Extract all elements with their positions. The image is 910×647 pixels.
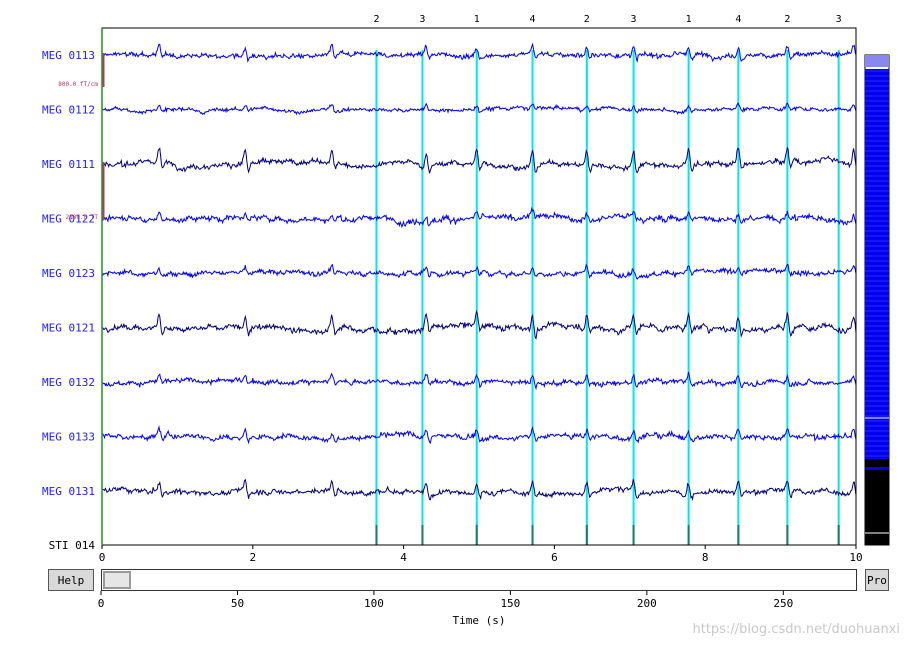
channel-overview-grad xyxy=(865,69,889,459)
overview-tick-label-3: 150 xyxy=(500,597,520,610)
scrollbar-thumb[interactable] xyxy=(103,571,131,589)
channel-label-2: MEG 0111 xyxy=(42,158,95,171)
channel-trace-1 xyxy=(101,102,857,116)
x-tick-label-1: 2 xyxy=(249,551,256,564)
channel-label-5: MEG 0121 xyxy=(42,322,95,335)
channel-label-6: MEG 0132 xyxy=(42,376,95,389)
x-tick-label-2: 4 xyxy=(400,551,407,564)
plot-frame xyxy=(101,27,857,546)
channel-label-3: MEG 0122 xyxy=(42,213,95,226)
event-label-4: 2 xyxy=(584,14,590,25)
event-label-9: 3 xyxy=(836,14,842,25)
scale-label-0: 800.0 fT/cm xyxy=(58,81,98,88)
channel-overview-stim-top xyxy=(865,459,889,467)
channel-trace-2 xyxy=(101,146,857,174)
overview-tick-label-4: 200 xyxy=(637,597,657,610)
x-tick-label-5: 10 xyxy=(849,551,862,564)
event-label-7: 4 xyxy=(735,14,741,25)
channel-trace-7 xyxy=(101,425,857,445)
channel-overview-visible xyxy=(865,55,889,67)
event-label-6: 1 xyxy=(686,14,692,25)
channel-trace-6 xyxy=(101,371,857,391)
proj-button[interactable]: Proj xyxy=(865,569,889,591)
x-axis-label: Time (s) xyxy=(453,614,506,627)
channel-label-0: MEG 0113 xyxy=(42,49,95,62)
overview-tick-label-1: 50 xyxy=(231,597,244,610)
channel-trace-3 xyxy=(101,206,857,229)
overview-tick-label-0: 0 xyxy=(98,597,105,610)
channel-trace-8 xyxy=(101,478,857,501)
x-tick-label-0: 0 xyxy=(99,551,106,564)
overview-tick-label-2: 100 xyxy=(364,597,384,610)
event-label-3: 4 xyxy=(530,14,536,25)
x-tick-label-4: 8 xyxy=(702,551,709,564)
overview-tick-label-5: 250 xyxy=(773,597,793,610)
event-label-1: 3 xyxy=(419,14,425,25)
channel-overview-stim-mid xyxy=(865,467,889,470)
event-label-5: 3 xyxy=(631,14,637,25)
channel-trace-0 xyxy=(101,42,857,63)
event-label-0: 2 xyxy=(373,14,379,25)
channel-trace-4 xyxy=(101,263,857,280)
channel-trace-5 xyxy=(101,309,857,340)
event-label-8: 2 xyxy=(784,14,790,25)
scale-label-1: 2000.0 fT xyxy=(65,214,98,221)
channel-label-7: MEG 0133 xyxy=(42,431,95,444)
channel-overview-stim-bottom xyxy=(865,470,889,545)
stim-channel-label: STI 014 xyxy=(49,539,96,552)
channel-label-8: MEG 0131 xyxy=(42,485,95,498)
channel-label-4: MEG 0123 xyxy=(42,267,95,280)
time-scrollbar[interactable] xyxy=(101,569,857,591)
event-label-2: 1 xyxy=(474,14,480,25)
watermark-text: https://blog.csdn.net/duohuanxi xyxy=(692,622,901,637)
help-button[interactable]: Help xyxy=(48,569,94,591)
x-tick-label-3: 6 xyxy=(551,551,558,564)
channel-label-1: MEG 0112 xyxy=(42,104,95,117)
